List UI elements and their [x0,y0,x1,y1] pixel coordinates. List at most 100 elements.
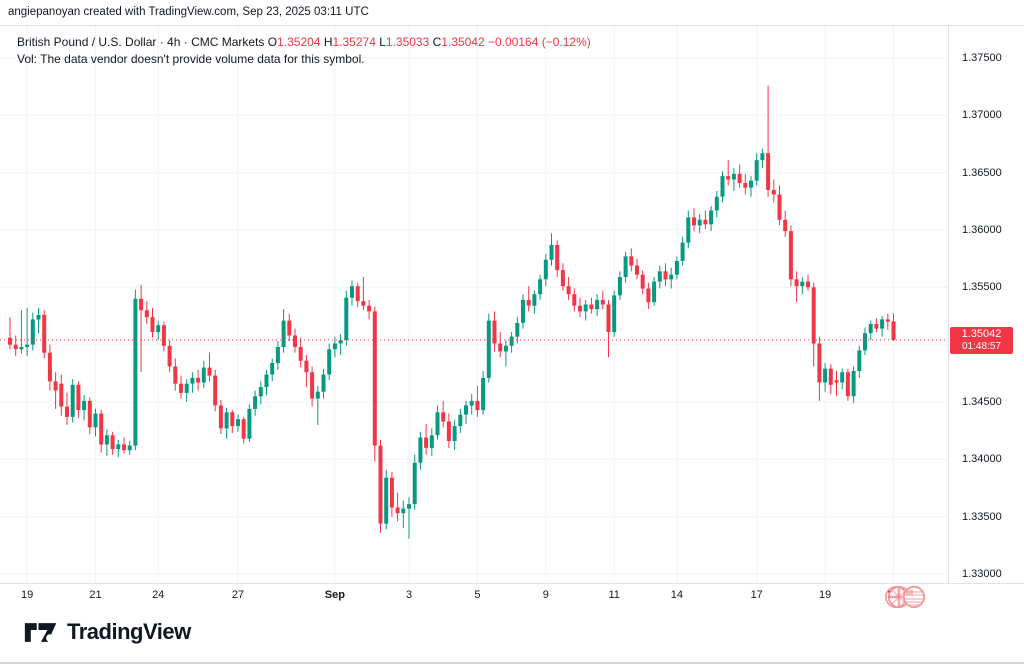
candle-body [692,217,696,226]
candle-body [760,153,765,161]
candle-body [680,242,685,261]
price-axis-label: 1.36000 [962,224,1002,236]
candle-body [310,372,315,399]
candle-body [355,286,360,302]
candle-body [372,311,377,446]
candle-body [401,508,406,514]
tradingview-logo-icon [24,622,57,642]
candle-body [30,319,35,345]
time-axis-label: 3 [405,589,413,601]
candle-body [720,176,725,197]
time-axis-label: 21 [89,589,102,601]
candle-body [532,294,537,306]
time-axis[interactable]: 19212427Sep3591114171923 [0,583,1024,607]
candle-body [771,189,776,195]
candle-body [538,279,543,295]
candle-body [731,173,736,180]
candle-body [13,344,18,350]
price-axis-label: 1.34000 [962,453,1002,466]
candle-body [327,349,332,375]
candle-body [766,153,771,190]
candle-body [526,299,531,306]
tradingview-logo-text: TradingView [67,619,191,644]
candle-body [743,183,748,188]
candle-body [218,405,223,429]
price-change: −0.00164 (−0.12%) [488,35,591,49]
candle-body [110,435,115,450]
chart-widget[interactable]: British Pound / U.S. Dollar · 4h · CMC M… [0,25,1024,608]
candle-body [270,363,275,375]
time-axis-label: Sep [324,589,345,601]
candle-body [179,383,183,393]
candle-body [332,343,337,350]
candle-body [891,321,896,340]
candle-body [503,345,508,352]
ohlc-label: H [323,35,333,49]
candle-body [469,400,474,406]
candle-body [709,210,714,225]
candle-body [583,304,588,312]
volume-note: Vol: The data vendor doesn't provide vol… [17,52,365,66]
candle-body [321,374,326,392]
tradingview-logo[interactable]: TradingView [24,619,191,645]
last-price-value: 1.35042 [961,327,1002,340]
candle-body [258,387,263,397]
candle-body [840,372,845,383]
us-flag-icon [902,586,925,608]
candle-body [361,301,366,306]
price-axis-label: 1.33500 [962,510,1002,523]
price-axis-label: 1.35500 [962,281,1002,294]
time-axis-label: 9 [542,589,549,601]
candle-body [287,320,292,336]
candle-body [253,396,258,409]
candle-body [640,274,645,289]
candle-body [236,419,240,427]
price-axis-label: 1.36500 [962,166,1002,179]
candle-body [652,281,657,303]
candle-body [635,265,639,275]
candle-body [184,383,189,393]
candle-body [293,335,297,347]
ohlc-value: 1.35204 [277,35,324,49]
candle-body [543,259,548,280]
ohlc-label: L [379,35,386,49]
candle-body [458,414,463,427]
candle-body [555,244,560,271]
candle-body [754,160,759,181]
bar-countdown: 01:48:57 [962,340,1001,352]
candle-body [521,299,525,323]
candle-body [800,281,805,287]
candle-body [868,324,873,334]
candle-body [230,412,235,427]
candle-body [492,320,497,344]
candle-body [70,384,75,417]
candle-body [509,336,514,346]
legend-symbol-line: British Pound / U.S. Dollar · 4h · CMC M… [17,34,591,50]
candle-body [811,287,816,344]
candle-body [350,286,354,298]
candle-body [777,194,782,220]
candle-body [572,294,577,306]
time-axis-label: 19 [20,589,34,601]
pair-flags-watermark [885,586,925,608]
candle-body [25,344,30,347]
candle-body [201,367,206,383]
candle-body [578,305,582,312]
candle-body [783,219,788,232]
price-axis-label: 1.33000 [962,568,1002,580]
candle-body [515,322,520,337]
candle-body [863,333,867,351]
candle-body [737,173,742,183]
candlestick-chart[interactable] [0,26,948,583]
candle-body [464,405,468,415]
time-axis-label: 27 [231,589,245,601]
candle-body [566,286,571,295]
candle-body [19,347,24,350]
candle-body [338,340,343,344]
price-axis[interactable]: 1.37500 1.37000 1.36500 1.36000 1.35500 1.345… [948,26,1024,583]
candle-body [167,345,172,367]
candle-body [87,400,92,428]
candle-body [606,304,611,332]
symbol-title: British Pound / U.S. Dollar · 4h · CMC M… [17,35,265,49]
candle-body [344,297,349,341]
